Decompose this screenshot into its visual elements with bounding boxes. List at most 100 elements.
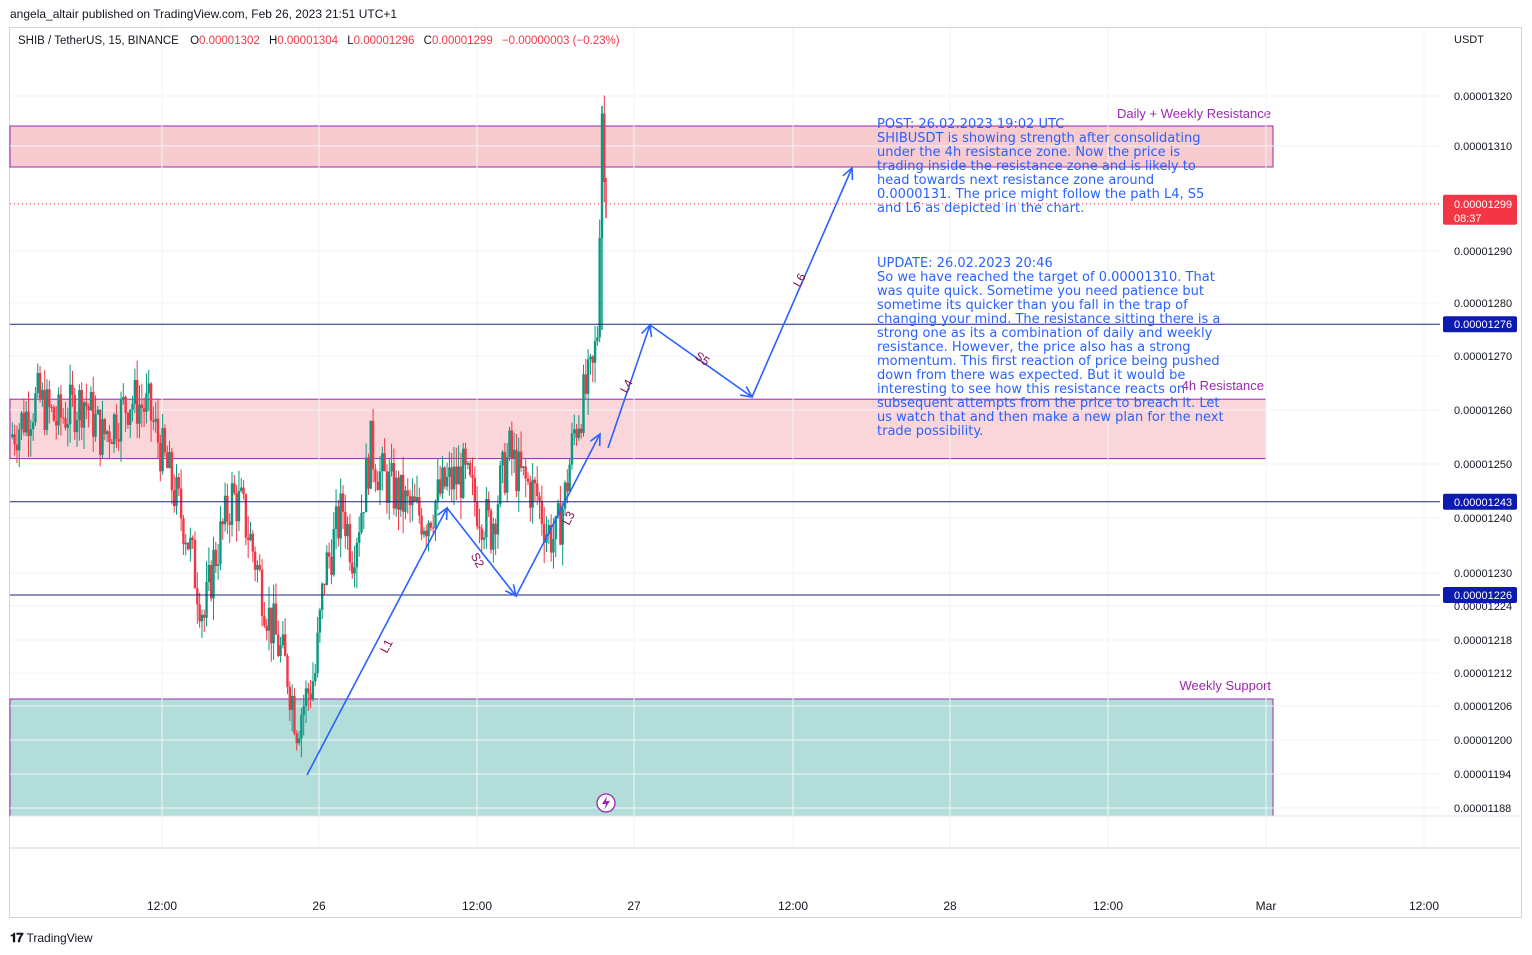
candle-body <box>475 501 479 527</box>
path-label: L4 <box>617 377 636 396</box>
candle-body <box>552 538 555 553</box>
candle-body <box>166 452 169 468</box>
candle-body <box>593 341 597 363</box>
candle-body <box>415 497 419 502</box>
candle-body <box>304 688 308 707</box>
candle-body <box>406 490 409 497</box>
candle-body <box>184 542 187 545</box>
update-heading: UPDATE: 26.02.2023 20:46 <box>877 256 1053 271</box>
path-segment <box>515 433 601 597</box>
x-tick-label: 12:00 <box>462 899 492 913</box>
candle-body <box>508 430 511 458</box>
candle-body <box>568 464 571 492</box>
candle-body <box>533 479 537 484</box>
candle-body <box>302 706 305 716</box>
candle-body <box>177 477 181 489</box>
candle-body <box>101 419 104 455</box>
candle-body <box>59 394 63 418</box>
candle-body <box>505 457 509 493</box>
low-label: L <box>347 35 354 47</box>
level-price-tag <box>1443 587 1517 603</box>
candle-body <box>92 391 95 437</box>
candle-body <box>22 412 26 433</box>
candle-body <box>219 521 222 565</box>
candle-body <box>57 394 60 426</box>
update-body: So we have reached the target of 0.00001… <box>877 270 1228 439</box>
candle-body <box>18 429 21 451</box>
candle-body <box>129 409 132 425</box>
candle-body <box>591 356 594 363</box>
level-price-tag <box>1443 316 1517 333</box>
grid-layer <box>10 28 1522 849</box>
candle-body <box>75 419 79 433</box>
candle-body <box>159 442 162 472</box>
candle-body <box>45 389 49 430</box>
brand-name: TradingView <box>26 931 93 945</box>
candle-body <box>327 552 331 557</box>
last-price-value: 0.00001299 <box>1454 199 1512 211</box>
path-segment <box>607 324 651 449</box>
currency-label: USDT <box>1454 34 1484 46</box>
candle-body <box>316 632 319 674</box>
candle-body <box>98 409 102 455</box>
candle-body <box>332 528 335 575</box>
candle-body <box>82 402 86 428</box>
candle-body <box>344 511 347 537</box>
candle-body <box>267 607 271 631</box>
brand[interactable]: 𝟏𝟕 TradingView <box>10 930 93 946</box>
candle-body <box>408 496 412 506</box>
candle-body <box>464 448 467 465</box>
path-arrowhead <box>740 386 754 399</box>
candle-body <box>579 428 583 433</box>
candle-body <box>147 383 150 394</box>
candle-body <box>221 521 224 525</box>
candle-body <box>172 490 176 507</box>
candle-body <box>256 565 259 570</box>
candle-body <box>369 420 372 489</box>
candle-body <box>401 474 405 512</box>
low-value: 0.00001296 <box>353 35 415 47</box>
y-tick-label: 0.00001224 <box>1454 601 1512 613</box>
candle-body <box>283 634 287 657</box>
candle-body <box>531 479 534 508</box>
candle-body <box>108 431 111 443</box>
candle-body <box>13 434 16 445</box>
candle-body <box>376 481 379 491</box>
symbol-name[interactable]: SHIB / TetherUS, 15, BINANCE <box>18 35 179 47</box>
candle-body <box>325 552 329 585</box>
candle-body <box>103 419 107 435</box>
candle-body <box>441 467 444 494</box>
y-tick-label: 0.00001310 <box>1454 141 1512 153</box>
y-tick-label: 0.00001194 <box>1454 769 1511 781</box>
candle-body <box>436 479 440 502</box>
candle-body <box>163 428 167 453</box>
candle-body <box>212 549 215 599</box>
candle-body <box>381 453 384 472</box>
candle-body <box>105 431 109 435</box>
candle-body <box>205 581 208 618</box>
candle-body <box>253 551 257 570</box>
candle-body <box>170 452 174 491</box>
level-price-value: 0.00001243 <box>1454 497 1512 509</box>
y-tick-label: 0.00001260 <box>1454 405 1512 417</box>
candle-body <box>515 449 518 492</box>
publisher-line: angela_altair published on TradingView.c… <box>10 7 398 21</box>
candle-body <box>154 418 157 422</box>
change-value: −0.00000003 (−0.23%) <box>501 35 620 47</box>
path-label: L3 <box>559 509 578 528</box>
candle-body <box>168 452 171 468</box>
candle-body <box>249 533 252 541</box>
candle-body <box>295 733 298 744</box>
candle-body <box>496 504 500 535</box>
candle-body <box>189 537 192 550</box>
candle-body <box>383 453 386 472</box>
candle-body <box>517 451 520 492</box>
path-arrowhead <box>589 432 601 447</box>
candle-body <box>203 614 206 618</box>
candle-body <box>149 383 153 421</box>
candle-body <box>290 695 294 710</box>
candle-body <box>323 583 326 585</box>
path-label: S2 <box>468 550 487 570</box>
candle-body <box>235 493 238 522</box>
